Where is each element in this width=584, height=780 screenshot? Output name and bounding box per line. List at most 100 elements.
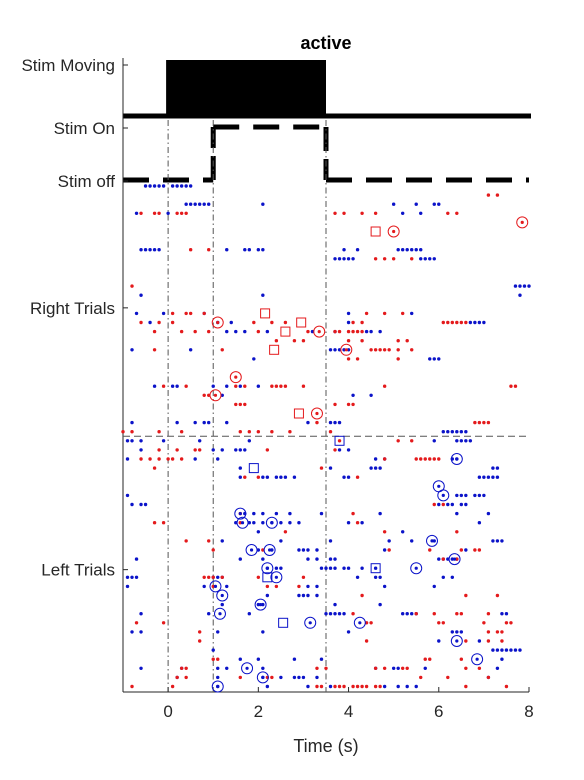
blue-dots-234 bbox=[319, 566, 324, 570]
blue-dots-84 bbox=[333, 348, 337, 352]
red-dots-179 bbox=[369, 621, 373, 625]
blue-dots-103 bbox=[175, 420, 179, 425]
blue-dots-241 bbox=[373, 566, 378, 570]
red-dots-27 bbox=[400, 311, 405, 316]
red-circles-0-ring bbox=[516, 216, 529, 229]
red-dots-7 bbox=[184, 211, 188, 215]
blue-circles-16 bbox=[213, 607, 226, 620]
blue-dots-10 bbox=[184, 202, 188, 206]
blue-circles-7-center bbox=[268, 548, 272, 552]
red-circles-1-ring bbox=[387, 225, 400, 238]
red-dots-47 bbox=[306, 329, 310, 334]
red-circles-0-center bbox=[520, 220, 524, 224]
blue-dots-152 bbox=[261, 475, 265, 479]
blue-dots-257 bbox=[315, 584, 319, 589]
red-dots-140 bbox=[161, 521, 166, 525]
red-dots-151 bbox=[428, 548, 432, 552]
blue-dots-175 bbox=[437, 502, 441, 507]
blue-circles-10 bbox=[261, 562, 274, 575]
red-dots-219 bbox=[315, 684, 319, 689]
blue-circles-19 bbox=[450, 635, 463, 647]
blue-dots-183 bbox=[274, 511, 279, 516]
blue-dots-8 bbox=[184, 184, 188, 188]
red-dots-230 bbox=[464, 684, 468, 689]
red-dots-208 bbox=[477, 666, 482, 670]
red-squares-series bbox=[260, 226, 381, 419]
blue-dots-301 bbox=[518, 648, 522, 652]
red-dots-207 bbox=[464, 666, 468, 670]
blue-dots-115 bbox=[455, 430, 459, 434]
blue-dots-30 bbox=[225, 248, 229, 252]
blue-dots-79 bbox=[369, 329, 373, 334]
row-label-stim-off: Stim off bbox=[58, 172, 116, 191]
blue-dots-83 bbox=[328, 348, 333, 352]
blue-dots-165 bbox=[125, 493, 130, 498]
blue-dots-140 bbox=[373, 457, 378, 461]
red-dots-145 bbox=[455, 530, 459, 534]
blue-dots-296 bbox=[495, 648, 500, 652]
blue-dots-1 bbox=[148, 184, 152, 188]
blue-dots-105 bbox=[202, 420, 206, 425]
blue-squares-2 bbox=[262, 572, 273, 583]
blue-dots-38 bbox=[400, 248, 405, 252]
red-circles-3-ring bbox=[313, 325, 326, 338]
red-dots-227 bbox=[364, 684, 369, 689]
blue-dots-130 bbox=[211, 448, 215, 452]
red-dots-81 bbox=[301, 384, 306, 388]
blue-dots-46 bbox=[346, 257, 351, 261]
red-dots-172 bbox=[432, 612, 436, 616]
red-dots-170 bbox=[351, 612, 355, 616]
red-circles-0 bbox=[516, 216, 529, 229]
blue-circles-7 bbox=[263, 544, 276, 556]
red-dots-17 bbox=[382, 257, 387, 261]
red-dots-40 bbox=[459, 320, 464, 325]
red-dots-29 bbox=[157, 320, 161, 325]
blue-squares-0 bbox=[334, 435, 345, 446]
blue-circles-13-ring bbox=[209, 580, 222, 593]
red-dots-204 bbox=[382, 666, 387, 670]
blue-dots-289 bbox=[450, 630, 455, 634]
red-dots-16 bbox=[373, 257, 378, 261]
blue-dots-207 bbox=[432, 539, 436, 543]
blue-dots-118 bbox=[125, 439, 130, 443]
blue-circles-0-ring bbox=[450, 453, 463, 465]
row-label-left-trials: Left Trials bbox=[41, 561, 115, 580]
blue-dots-116 bbox=[459, 430, 464, 434]
red-squares-2 bbox=[280, 326, 291, 337]
red-dots-5 bbox=[175, 211, 179, 215]
blue-dots-66 bbox=[229, 320, 233, 325]
blue-circles-12 bbox=[270, 571, 283, 584]
row-label-stim-moving: Stim Moving bbox=[21, 56, 115, 75]
blue-circles-8 bbox=[245, 544, 258, 556]
red-dots-36 bbox=[441, 320, 445, 325]
red-dots-215 bbox=[446, 675, 450, 680]
blue-dots-145 bbox=[328, 466, 333, 470]
red-dots-3 bbox=[152, 211, 157, 215]
red-dots-205 bbox=[400, 666, 405, 670]
red-dots-203 bbox=[373, 666, 378, 670]
blue-dots-262 bbox=[301, 593, 306, 598]
blue-dots-62 bbox=[346, 311, 351, 316]
red-dots-141 bbox=[238, 521, 242, 525]
blue-dots-131 bbox=[220, 448, 224, 452]
blue-circles-0-center bbox=[455, 457, 459, 461]
blue-dots-87 bbox=[346, 348, 351, 352]
red-dots-130 bbox=[152, 466, 157, 470]
blue-dots-291 bbox=[459, 630, 464, 634]
blue-dots-240 bbox=[360, 566, 364, 570]
red-dots-87 bbox=[234, 402, 238, 407]
blue-squares-3 bbox=[370, 563, 381, 574]
blue-dots-151 bbox=[238, 475, 242, 479]
blue-dots-221 bbox=[261, 557, 265, 561]
blue-dots-332 bbox=[405, 684, 409, 689]
red-dots-135 bbox=[432, 502, 436, 507]
blue-circles-15-center bbox=[258, 603, 263, 607]
red-dots-173 bbox=[455, 612, 459, 616]
blue-dots-168 bbox=[464, 493, 468, 498]
blue-dots-253 bbox=[125, 584, 130, 589]
blue-dots-24 bbox=[419, 211, 423, 215]
blue-dots-154 bbox=[274, 475, 279, 479]
red-dots-163 bbox=[211, 584, 215, 589]
red-dots-132 bbox=[243, 475, 247, 479]
red-dots-102 bbox=[238, 430, 242, 434]
